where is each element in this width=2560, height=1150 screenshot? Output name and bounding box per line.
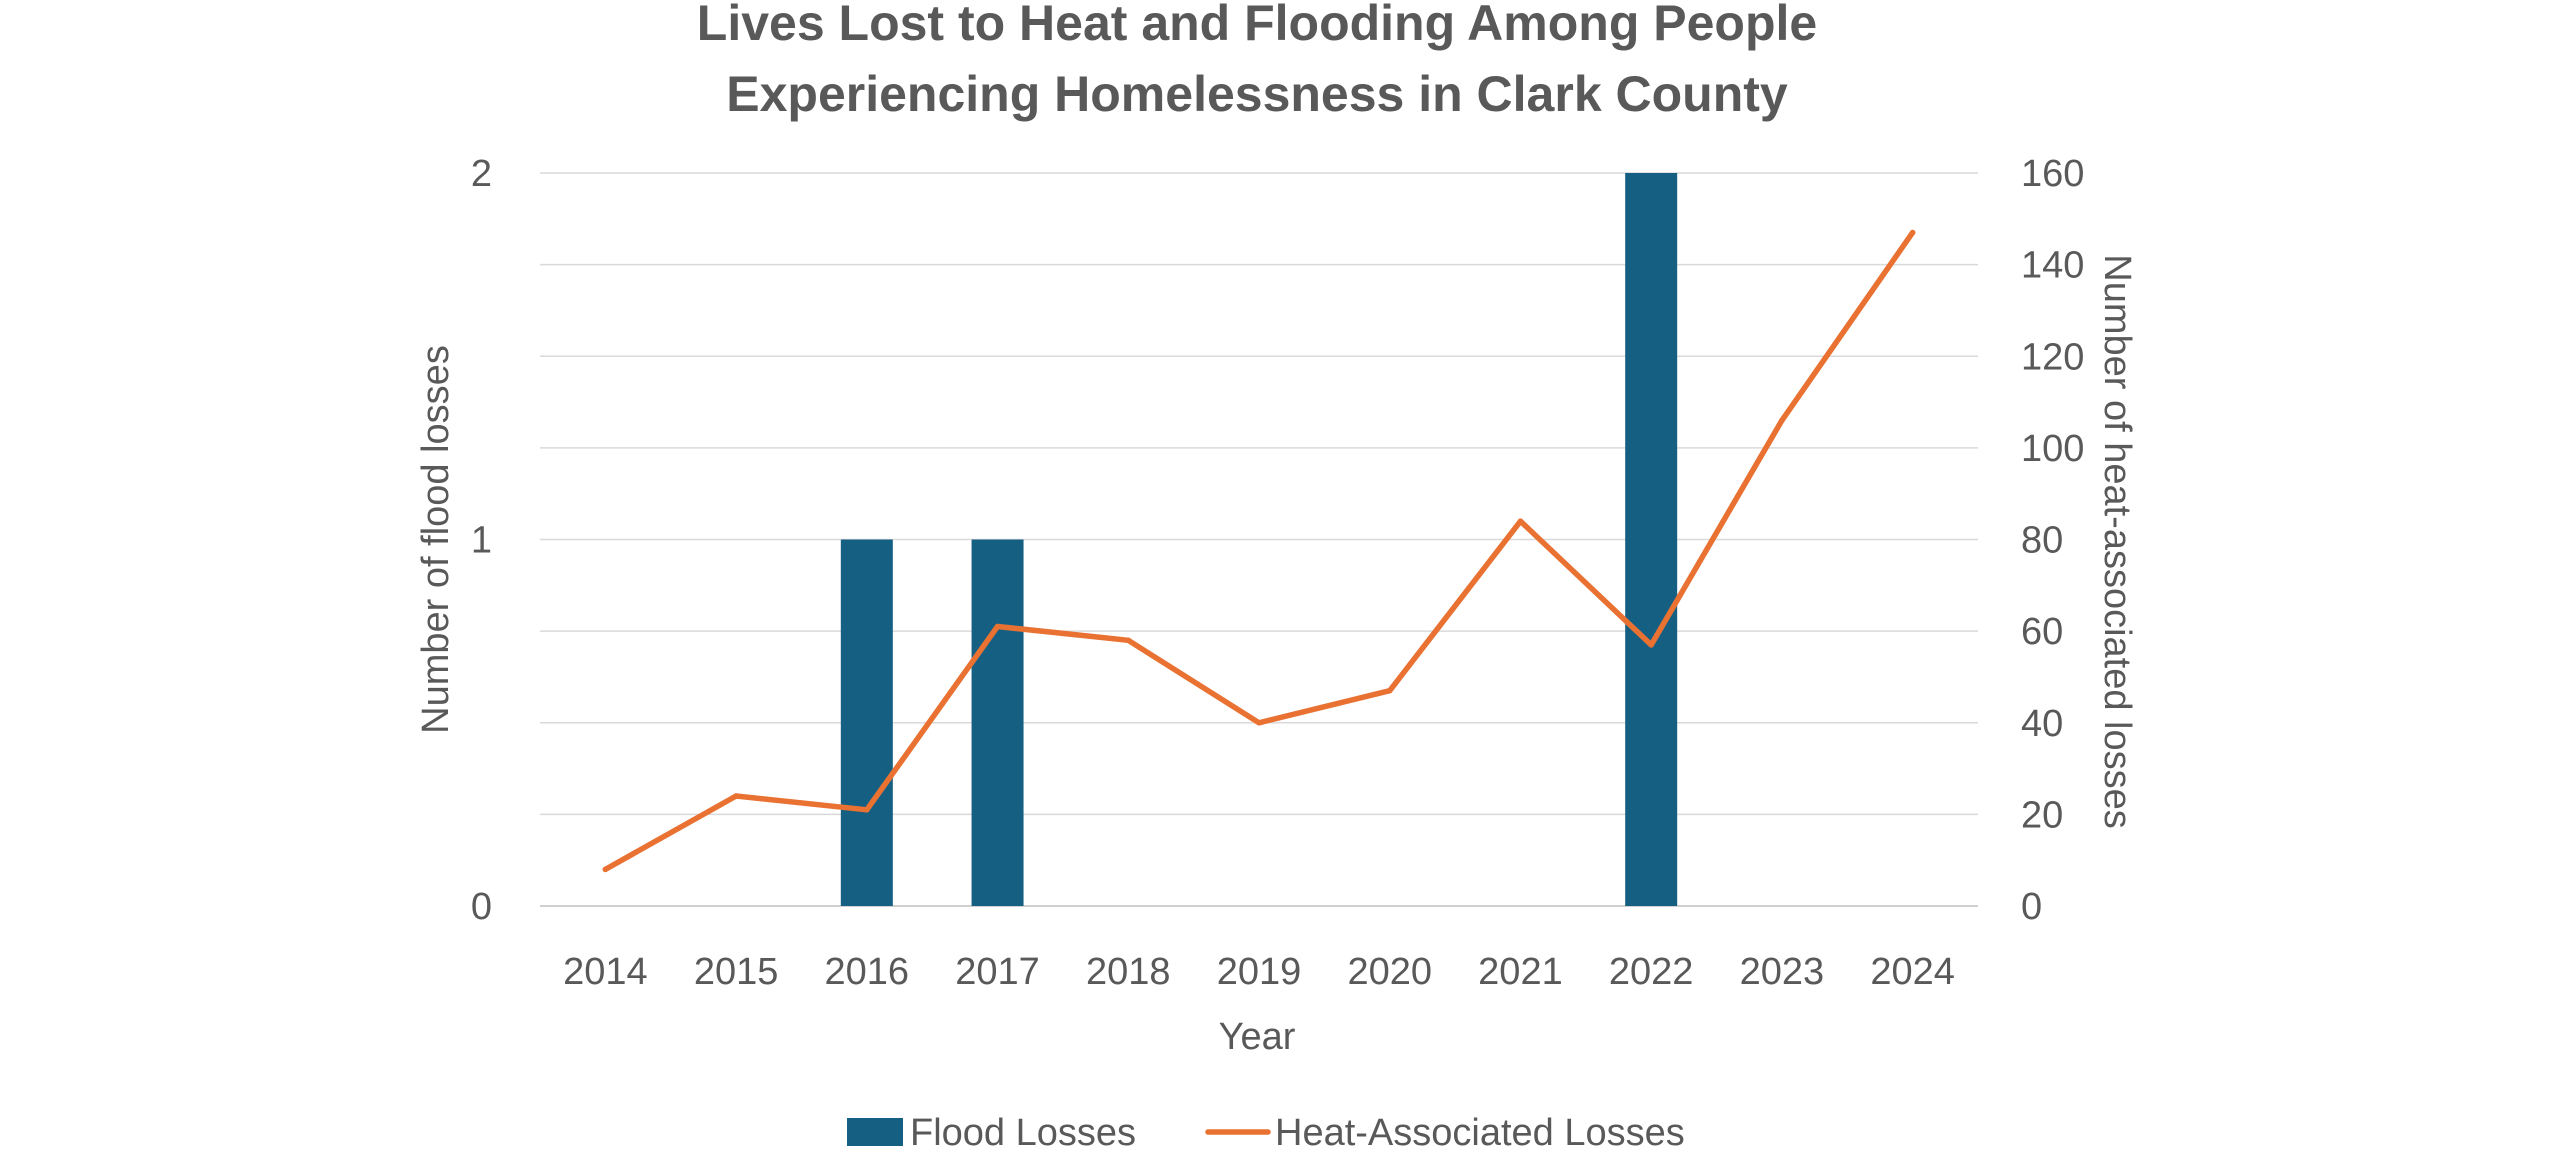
flood-bar [1625, 173, 1678, 906]
y-right-tick-label: 120 [2021, 336, 2084, 378]
y-right-tick-label: 40 [2021, 703, 2063, 745]
heat-line [602, 229, 1916, 873]
heat-point [1909, 229, 1916, 236]
x-tick-label: 2019 [1217, 951, 1302, 993]
heat-series-line [602, 229, 1916, 873]
legend-label-flood: Flood Losses [910, 1112, 1136, 1150]
x-tick-label: 2016 [825, 951, 910, 993]
legend-swatch-flood [847, 1118, 903, 1146]
x-tick-label: 2023 [1740, 951, 1825, 993]
y-left-axis-label: Number of flood losses [415, 345, 457, 734]
legend: Flood Losses Heat-Associated Losses [847, 1112, 1685, 1150]
heat-point [864, 806, 870, 813]
x-tick-label: 2022 [1609, 951, 1694, 993]
x-tick-label: 2020 [1347, 951, 1432, 993]
x-tick-label: 2015 [694, 951, 779, 993]
y-right-tick-label: 140 [2021, 245, 2084, 287]
chart-title-line: Lives Lost to Heat and Flooding Among Pe… [697, 0, 1817, 51]
flood-bar [840, 539, 893, 906]
chart-text: Lives Lost to Heat and Flooding Among Pe… [415, 0, 2138, 1058]
y-left-tick-label: 0 [471, 886, 492, 928]
y-right-axis-label: Number of heat-associated losses [2096, 254, 2138, 829]
x-tick-label: 2018 [1086, 951, 1171, 993]
heat-point [1779, 417, 1785, 424]
chart-title-line: Experiencing Homelessness in Clark Count… [726, 66, 1788, 122]
heat-point [602, 866, 609, 873]
x-axis-label: Year [1219, 1016, 1296, 1058]
y-right-tick-label: 160 [2021, 153, 2084, 195]
heat-point [1256, 719, 1262, 726]
x-tick-label: 2014 [563, 951, 648, 993]
gridlines [540, 172, 1978, 907]
x-tick-label: 2021 [1478, 951, 1563, 993]
y-left-tick-label: 2 [471, 153, 492, 195]
heat-point [733, 793, 739, 799]
flood-bar [971, 539, 1024, 906]
x-tick-label: 2017 [955, 951, 1040, 993]
x-tick-label: 2024 [1870, 951, 1955, 993]
heat-point [1648, 642, 1654, 648]
y-right-tick-label: 20 [2021, 794, 2063, 836]
heat-point [1125, 637, 1132, 644]
y-right-tick-label: 100 [2021, 428, 2084, 470]
heat-point [1386, 687, 1393, 694]
y-right-tick-label: 0 [2021, 886, 2042, 928]
y-left-tick-label: 1 [471, 520, 492, 562]
flood-bars [840, 173, 1678, 906]
heat-point [1517, 518, 1524, 524]
y-right-tick-label: 80 [2021, 520, 2063, 562]
y-right-tick-label: 60 [2021, 611, 2063, 653]
heat-point [994, 623, 1001, 630]
legend-label-heat: Heat-Associated Losses [1275, 1112, 1685, 1150]
